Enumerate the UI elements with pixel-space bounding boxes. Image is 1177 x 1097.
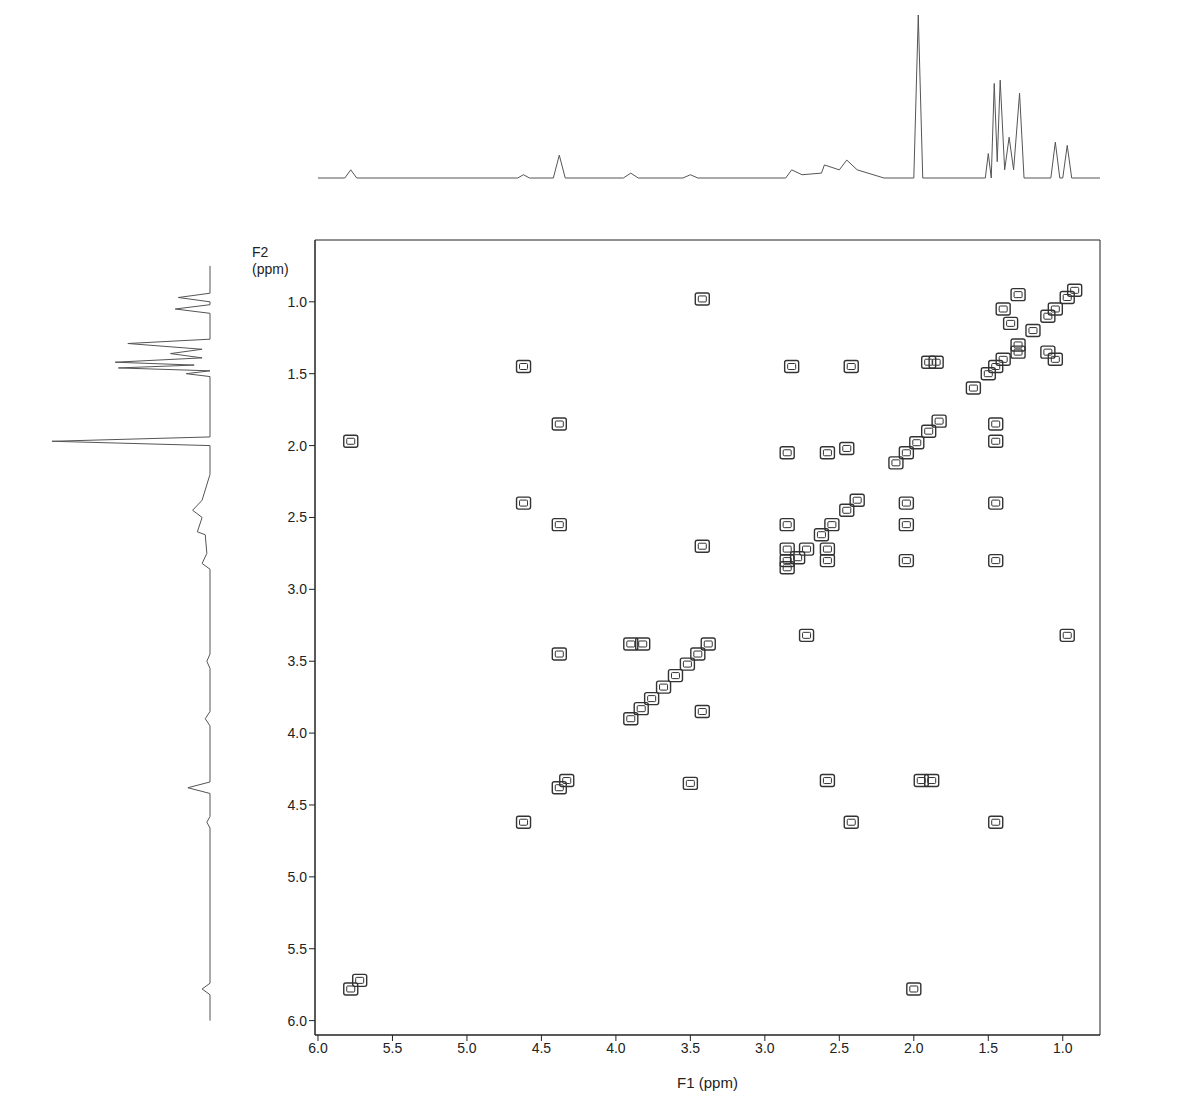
svg-text:1.5: 1.5 [288,366,308,382]
svg-text:6.0: 6.0 [288,1013,308,1029]
svg-text:1.5: 1.5 [979,1040,999,1056]
svg-text:3.5: 3.5 [288,653,308,669]
svg-text:5.5: 5.5 [383,1040,403,1056]
svg-text:4.0: 4.0 [288,725,308,741]
svg-text:2.5: 2.5 [830,1040,850,1056]
svg-text:4.0: 4.0 [606,1040,626,1056]
svg-text:2.0: 2.0 [288,438,308,454]
svg-text:5.0: 5.0 [457,1040,477,1056]
svg-text:4.5: 4.5 [532,1040,552,1056]
svg-text:3.5: 3.5 [681,1040,701,1056]
svg-text:4.5: 4.5 [288,797,308,813]
svg-text:5.0: 5.0 [288,869,308,885]
svg-text:1.0: 1.0 [288,294,308,310]
svg-text:F1 (ppm): F1 (ppm) [677,1074,738,1091]
html-text:F2: F2 [252,244,269,260]
html-text:(ppm): (ppm) [252,261,289,277]
svg-text:5.5: 5.5 [288,941,308,957]
svg-text:3.0: 3.0 [288,581,308,597]
svg-text:1.0: 1.0 [1053,1040,1073,1056]
svg-text:2.5: 2.5 [288,509,308,525]
svg-text:2.0: 2.0 [904,1040,924,1056]
svg-text:6.0: 6.0 [308,1040,328,1056]
svg-text:3.0: 3.0 [755,1040,775,1056]
